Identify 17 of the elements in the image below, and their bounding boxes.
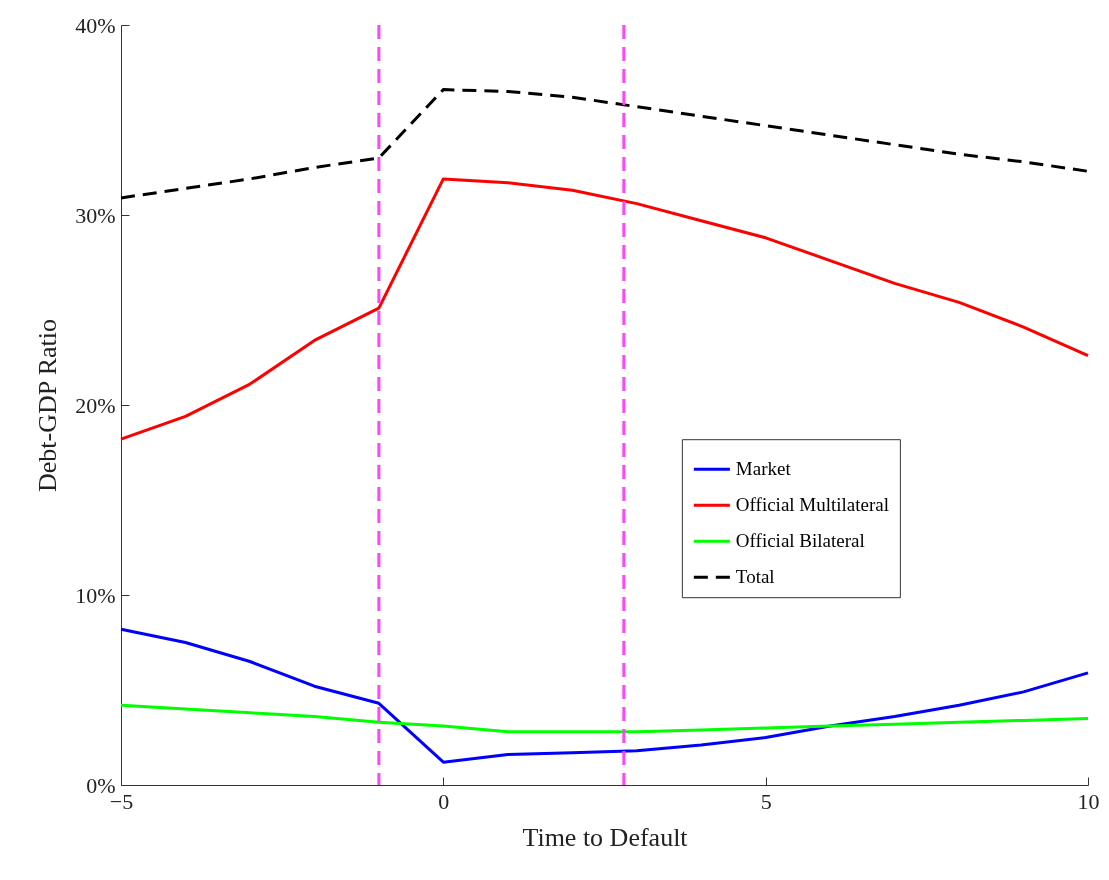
x-axis-title: Time to Default	[522, 822, 689, 852]
line-series	[119, 177, 1090, 441]
legend-label: Total	[735, 566, 775, 588]
line-series	[119, 88, 1090, 200]
x-tick-label: 0	[438, 788, 450, 814]
y-axis-title: Debt-GDP Ratio	[33, 318, 63, 493]
y-tick-label: 40%	[75, 12, 116, 38]
legend-label: Official Multilateral	[735, 494, 890, 516]
line-series	[119, 627, 1090, 764]
y-tick-label: 30%	[75, 202, 116, 228]
y-tick-label: 10%	[75, 582, 116, 608]
x-tick-label: 5	[760, 788, 772, 814]
y-tick-label: 20%	[75, 392, 116, 418]
x-tick-label: 10	[1077, 788, 1100, 814]
line-series	[119, 703, 1090, 734]
legend-label: Market	[735, 458, 792, 480]
legend-label: Official Bilateral	[735, 530, 865, 552]
